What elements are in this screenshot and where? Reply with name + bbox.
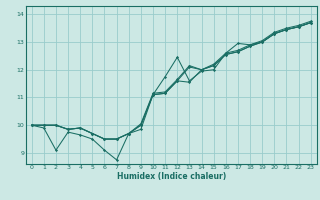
X-axis label: Humidex (Indice chaleur): Humidex (Indice chaleur): [116, 172, 226, 181]
